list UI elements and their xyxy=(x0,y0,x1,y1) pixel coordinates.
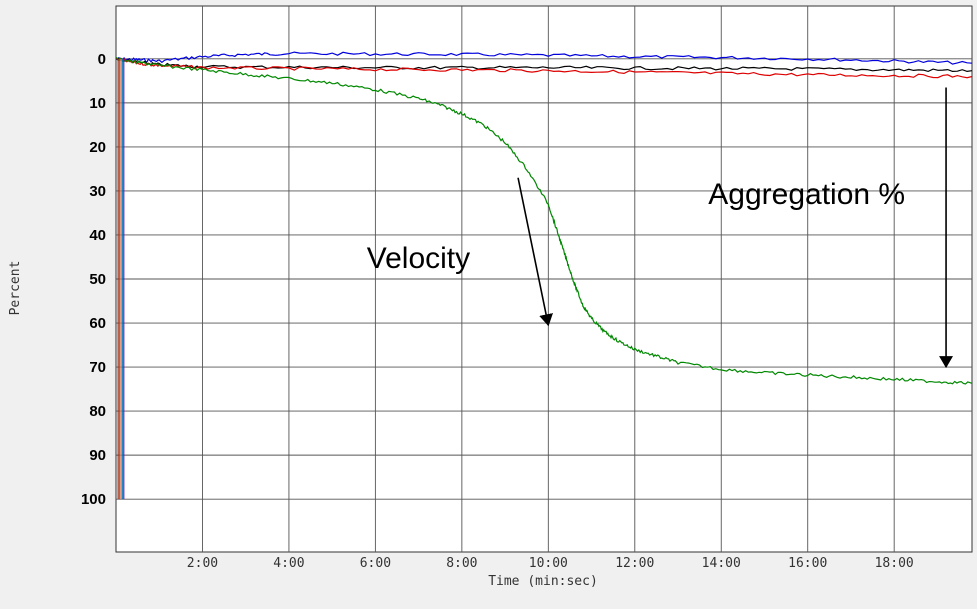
x-tick-label: 16:00 xyxy=(788,556,827,571)
y-tick-label: 40 xyxy=(89,227,106,244)
y-tick-label: 50 xyxy=(89,271,106,288)
x-tick-label: 8:00 xyxy=(446,556,477,571)
x-tick-label: 14:00 xyxy=(702,556,741,571)
series-line-1 xyxy=(115,57,973,73)
y-tick-label: 10 xyxy=(89,95,106,112)
y-tick-label: 30 xyxy=(89,183,106,200)
y-tick-label: 60 xyxy=(89,315,106,332)
y-tick-label: 80 xyxy=(89,403,106,420)
series-line-3 xyxy=(115,57,973,385)
y-tick-label: 0 xyxy=(98,51,106,68)
annotation-label: Velocity xyxy=(367,242,470,275)
x-axis-label: Time (min:sec) xyxy=(488,574,598,589)
annotation-label: Aggregation % xyxy=(708,178,905,211)
y-axis-label: Percent xyxy=(8,261,23,316)
annotation-group: Velocity Aggregation % xyxy=(367,87,954,369)
series-group xyxy=(115,51,973,385)
y-tick-label: 70 xyxy=(89,359,106,376)
y-tick-label: 100 xyxy=(81,491,106,508)
injection-spike-group xyxy=(117,58,125,500)
series-line-0 xyxy=(115,51,973,65)
y-tick-label: 90 xyxy=(89,447,106,464)
x-tick-label: 2:00 xyxy=(187,556,218,571)
y-tick-label: 20 xyxy=(89,139,106,156)
x-tick-label: 6:00 xyxy=(360,556,391,571)
x-tick-label: 12:00 xyxy=(615,556,654,571)
tick-labels: 0 10 20 30 40 50 60 70 80 90 100 2:00 4:00 6:00 8:00 10… xyxy=(81,51,914,571)
arrow-velocity xyxy=(517,177,553,327)
x-tick-label: 18:00 xyxy=(875,556,914,571)
x-tick-label: 10:00 xyxy=(529,556,568,571)
x-tick-label: 4:00 xyxy=(273,556,304,571)
